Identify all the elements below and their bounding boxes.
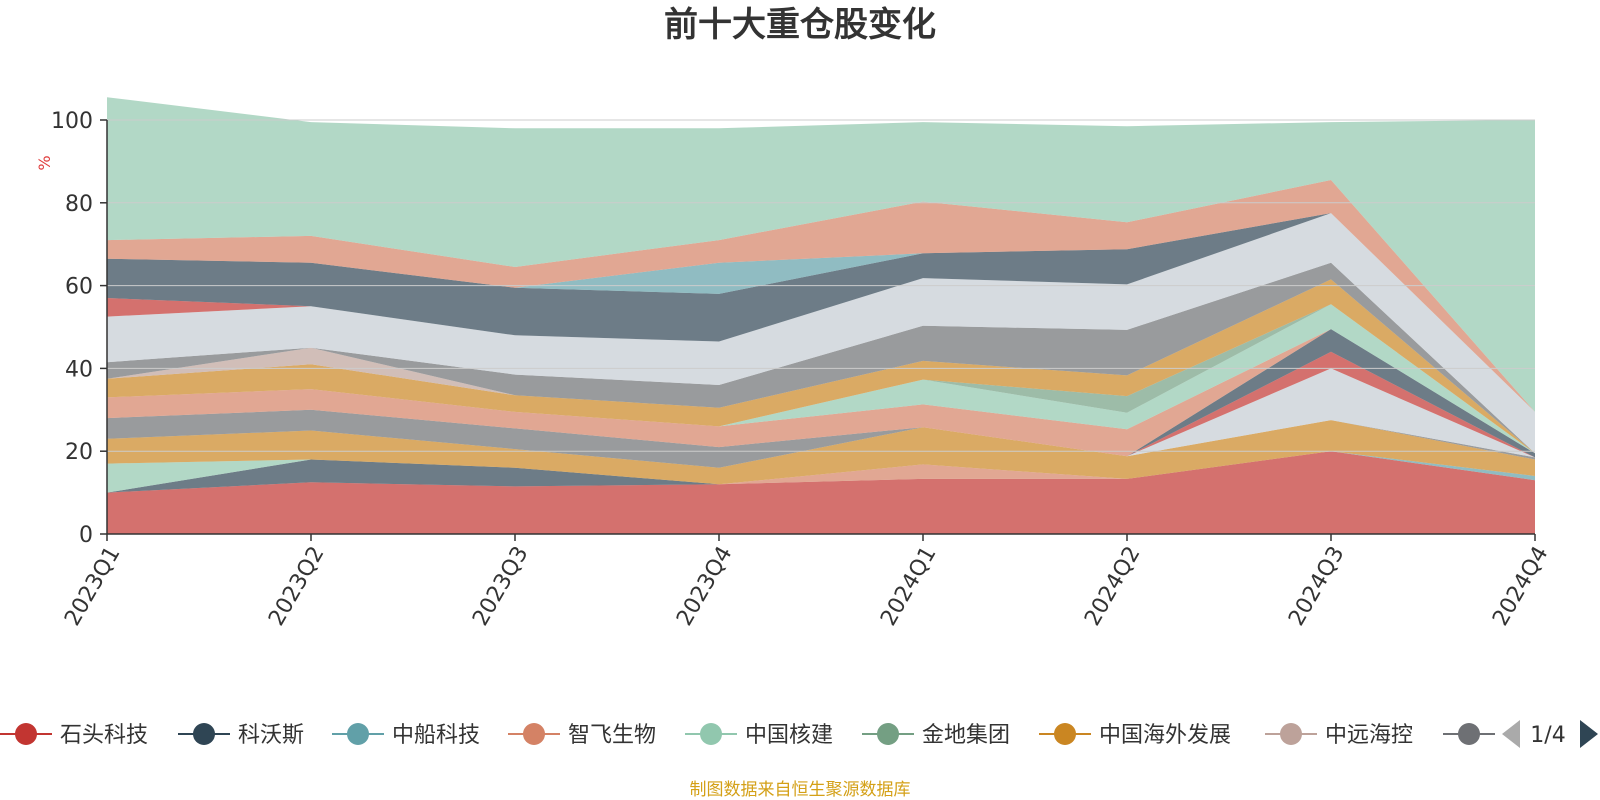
- triangle-right-icon[interactable]: [1580, 720, 1598, 748]
- legend-label: 石头科技: [60, 723, 148, 748]
- legend-marker-icon: [523, 723, 545, 745]
- legend-label: 中国海外发展: [1099, 723, 1231, 748]
- chart-title: 前十大重仓股变化: [664, 5, 936, 45]
- legend-label: 中远海控: [1325, 723, 1413, 748]
- area-series-24: [107, 180, 1535, 412]
- x-tick-label: 2023Q3: [468, 542, 533, 630]
- legend-label: 智飞生物: [568, 723, 656, 748]
- x-tick-label: 2023Q1: [60, 542, 125, 630]
- legend: 石头科技 科沃斯 中船科技 智飞生物 中国核建 金地集团 中国海外发展 中远海控: [0, 723, 1495, 748]
- legend-marker-icon: [15, 723, 37, 745]
- area-series-7: [107, 420, 1535, 485]
- x-tick-label: 2023Q4: [672, 542, 737, 630]
- legend-marker-icon: [700, 723, 722, 745]
- area-series-2: [107, 451, 1535, 493]
- legend-pager: 1/4: [1502, 720, 1598, 748]
- source-note: 制图数据来自恒生聚源数据库: [690, 780, 911, 800]
- legend-page-indicator: 1/4: [1530, 723, 1565, 748]
- x-tick-label: 2024Q4: [1488, 542, 1553, 630]
- y-tick-label: 20: [65, 440, 93, 465]
- x-tick-label: 2023Q2: [264, 542, 329, 630]
- legend-item-1[interactable]: 石头科技: [0, 723, 148, 748]
- legend-marker-icon: [1054, 723, 1076, 745]
- area-series-1: [107, 451, 1535, 534]
- legend-item-6[interactable]: 金地集团: [862, 723, 1010, 748]
- gridlines: [107, 119, 1535, 452]
- legend-label: 中船科技: [392, 723, 480, 748]
- y-tick-label: 60: [65, 275, 93, 300]
- legend-marker-icon: [1280, 723, 1302, 745]
- y-tick-label: 40: [65, 357, 93, 382]
- area-series-20: [107, 213, 1535, 454]
- axes: [100, 119, 1536, 541]
- legend-marker-icon: [1458, 723, 1480, 745]
- legend-item-4[interactable]: 智飞生物: [508, 723, 656, 748]
- legend-label: 金地集团: [922, 723, 1010, 748]
- x-axis-ticks: 2023Q1 2023Q2 2023Q3 2023Q4 2024Q1 2024Q2 2024…: [60, 542, 1553, 630]
- legend-item-5[interactable]: 中国核建: [685, 723, 833, 748]
- area-series-9: [107, 409, 1535, 468]
- area-series-11: [107, 368, 1535, 458]
- y-axis-unit: %: [35, 155, 54, 170]
- y-axis-ticks: 0 20 40 60 80 100: [51, 109, 93, 548]
- legend-item-8[interactable]: 中远海控: [1265, 723, 1413, 748]
- area-series-13: [107, 329, 1535, 458]
- triangle-left-icon[interactable]: [1502, 720, 1520, 748]
- area-series-14: [107, 329, 1535, 457]
- legend-item-7[interactable]: 中国海外发展: [1039, 723, 1231, 748]
- legend-marker-icon: [193, 723, 215, 745]
- x-tick-label: 2024Q2: [1080, 542, 1145, 630]
- area-series-group: [107, 97, 1535, 534]
- area-series-19: [107, 262, 1535, 454]
- area-series-12: [107, 351, 1535, 458]
- legend-label: 中国核建: [745, 723, 833, 748]
- legend-label: 科沃斯: [238, 723, 304, 748]
- area-series-22: [107, 213, 1535, 412]
- y-tick-label: 0: [79, 523, 93, 548]
- legend-marker-icon: [347, 723, 369, 745]
- legend-marker-icon: [877, 723, 899, 745]
- y-tick-label: 80: [65, 192, 93, 217]
- x-tick-label: 2024Q1: [876, 542, 941, 630]
- legend-item-2[interactable]: 科沃斯: [178, 723, 304, 748]
- legend-item-9[interactable]: [1443, 723, 1495, 745]
- x-tick-label: 2024Q3: [1284, 542, 1349, 630]
- area-series-25: [107, 97, 1535, 412]
- y-tick-label: 100: [51, 109, 93, 134]
- legend-item-3[interactable]: 中船科技: [332, 723, 480, 748]
